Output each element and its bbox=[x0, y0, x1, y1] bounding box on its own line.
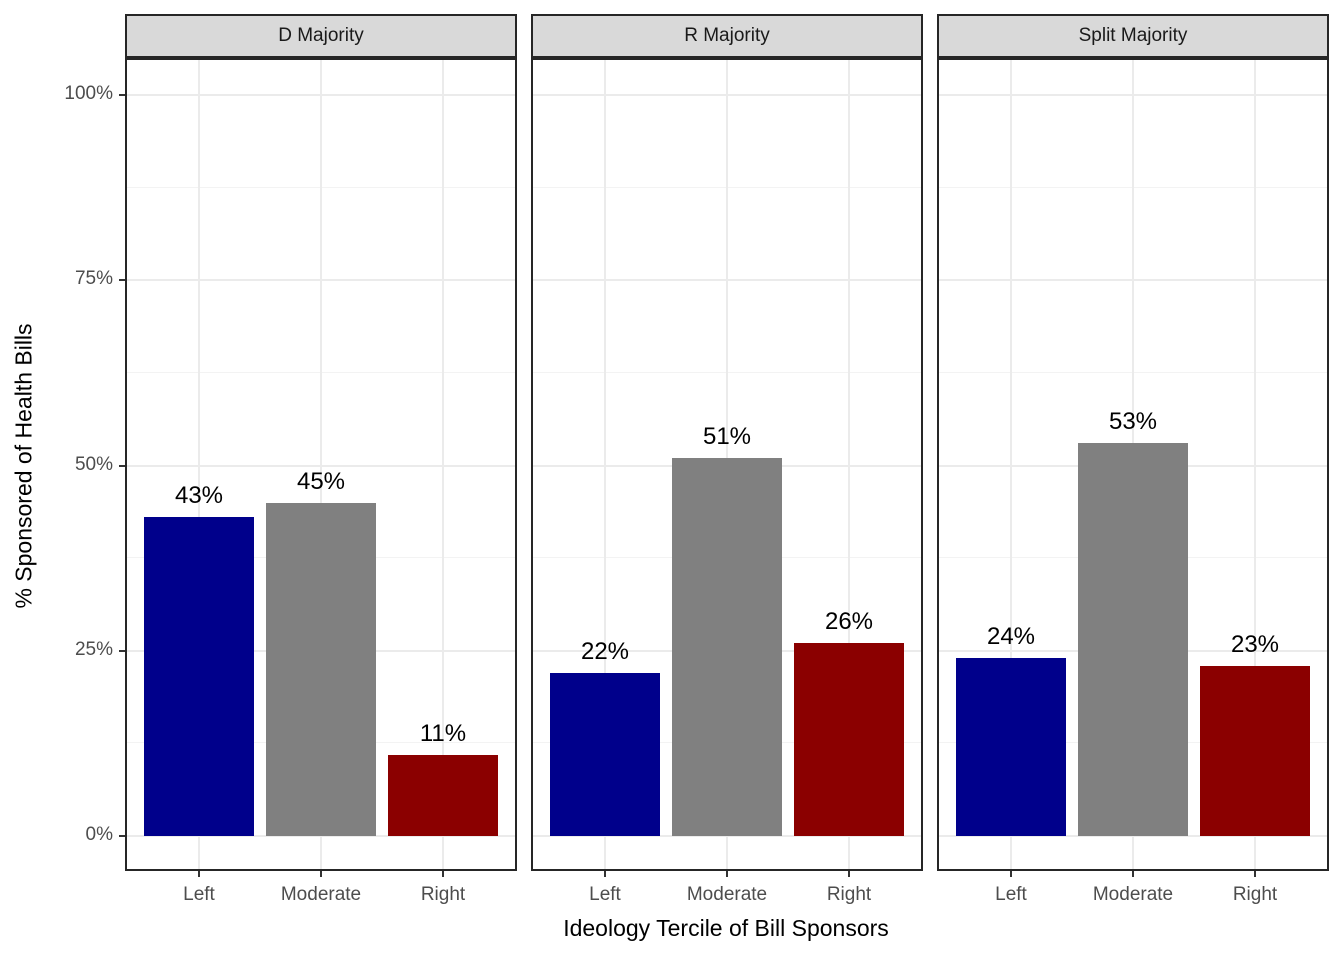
gridline-major-vertical bbox=[320, 60, 322, 869]
gridline-major-vertical bbox=[1010, 60, 1012, 869]
bar-moderate bbox=[266, 502, 376, 836]
facet-panel: 43% 45% 11% bbox=[125, 58, 517, 871]
x-tick-label: Right bbox=[1232, 884, 1278, 905]
y-axis-tick-mark bbox=[119, 464, 125, 467]
bar-left bbox=[956, 658, 1066, 836]
x-tick-label: Moderate bbox=[686, 884, 768, 905]
bar-value-label: 26% bbox=[824, 608, 874, 636]
x-tick-label: Left bbox=[995, 884, 1027, 905]
bar-moderate bbox=[672, 458, 782, 836]
x-axis-tick-mark bbox=[848, 871, 850, 877]
bar-left bbox=[550, 672, 660, 836]
x-axis-tick-mark bbox=[198, 871, 200, 877]
bar-value-label: 22% bbox=[580, 637, 630, 665]
gridline-major-vertical bbox=[1254, 60, 1256, 869]
bar-right bbox=[794, 643, 904, 836]
bar-moderate bbox=[1078, 443, 1188, 836]
facet-panel-inner: 22% 51% 26% bbox=[533, 60, 921, 869]
x-axis-tick-mark bbox=[1254, 871, 1256, 877]
x-axis-tick-mark bbox=[320, 871, 322, 877]
gridline-major-vertical bbox=[442, 60, 444, 869]
facet-strip-label: Split Majority bbox=[1078, 25, 1188, 46]
facet-strip-label: R Majority bbox=[684, 25, 770, 46]
x-tick-label: Moderate bbox=[1092, 884, 1174, 905]
facet-strip: Split Majority bbox=[937, 14, 1329, 58]
bar-value-label: 53% bbox=[1108, 408, 1158, 436]
y-tick-label: 100% bbox=[64, 83, 113, 104]
y-tick-label: 0% bbox=[85, 824, 113, 845]
facet-strip-label: D Majority bbox=[278, 25, 364, 46]
y-tick-label: 75% bbox=[74, 268, 113, 290]
y-axis-tick-mark bbox=[119, 649, 125, 652]
bar-value-label: 24% bbox=[986, 623, 1036, 651]
bar-value-label: 43% bbox=[174, 482, 224, 510]
x-tick-label: Left bbox=[183, 884, 215, 905]
facet-strip: R Majority bbox=[531, 14, 923, 58]
x-axis-tick-mark bbox=[726, 871, 728, 877]
bar-value-label: 45% bbox=[296, 467, 346, 495]
facet-panel: 22% 51% 26% bbox=[531, 58, 923, 871]
x-axis-tick-mark bbox=[442, 871, 444, 877]
x-axis-title: Ideology Tercile of Bill Sponsors bbox=[563, 915, 889, 941]
facet-panel: 24% 53% 23% bbox=[937, 58, 1329, 871]
gridline-major-vertical bbox=[198, 60, 200, 869]
y-axis-tick-mark bbox=[119, 835, 125, 837]
bar-right bbox=[388, 754, 498, 836]
y-tick-label: 50% bbox=[74, 453, 113, 475]
y-axis-tick-mark bbox=[119, 94, 125, 96]
gridline-major-vertical bbox=[848, 60, 850, 869]
x-axis-tick-mark bbox=[604, 871, 606, 877]
x-tick-label: Right bbox=[420, 884, 466, 905]
y-tick-label: 25% bbox=[74, 638, 113, 660]
bar-value-label: 11% bbox=[419, 719, 467, 747]
x-axis-tick-mark bbox=[1010, 871, 1012, 877]
x-axis-tick-mark bbox=[1132, 871, 1134, 877]
gridline-major-vertical bbox=[604, 60, 606, 869]
facet-panel-inner: 43% 45% 11% bbox=[127, 60, 515, 869]
facet-strip: D Majority bbox=[125, 14, 517, 58]
bar-left bbox=[144, 517, 254, 836]
x-tick-label: Left bbox=[589, 884, 621, 905]
bar-right bbox=[1200, 665, 1310, 836]
facet-panel-inner: 24% 53% 23% bbox=[939, 60, 1327, 869]
x-tick-label: Moderate bbox=[280, 884, 362, 905]
bar-value-label: 51% bbox=[702, 423, 752, 451]
bar-value-label: 23% bbox=[1230, 630, 1280, 658]
y-axis-tick-mark bbox=[119, 279, 125, 282]
x-tick-label: Right bbox=[826, 884, 872, 905]
